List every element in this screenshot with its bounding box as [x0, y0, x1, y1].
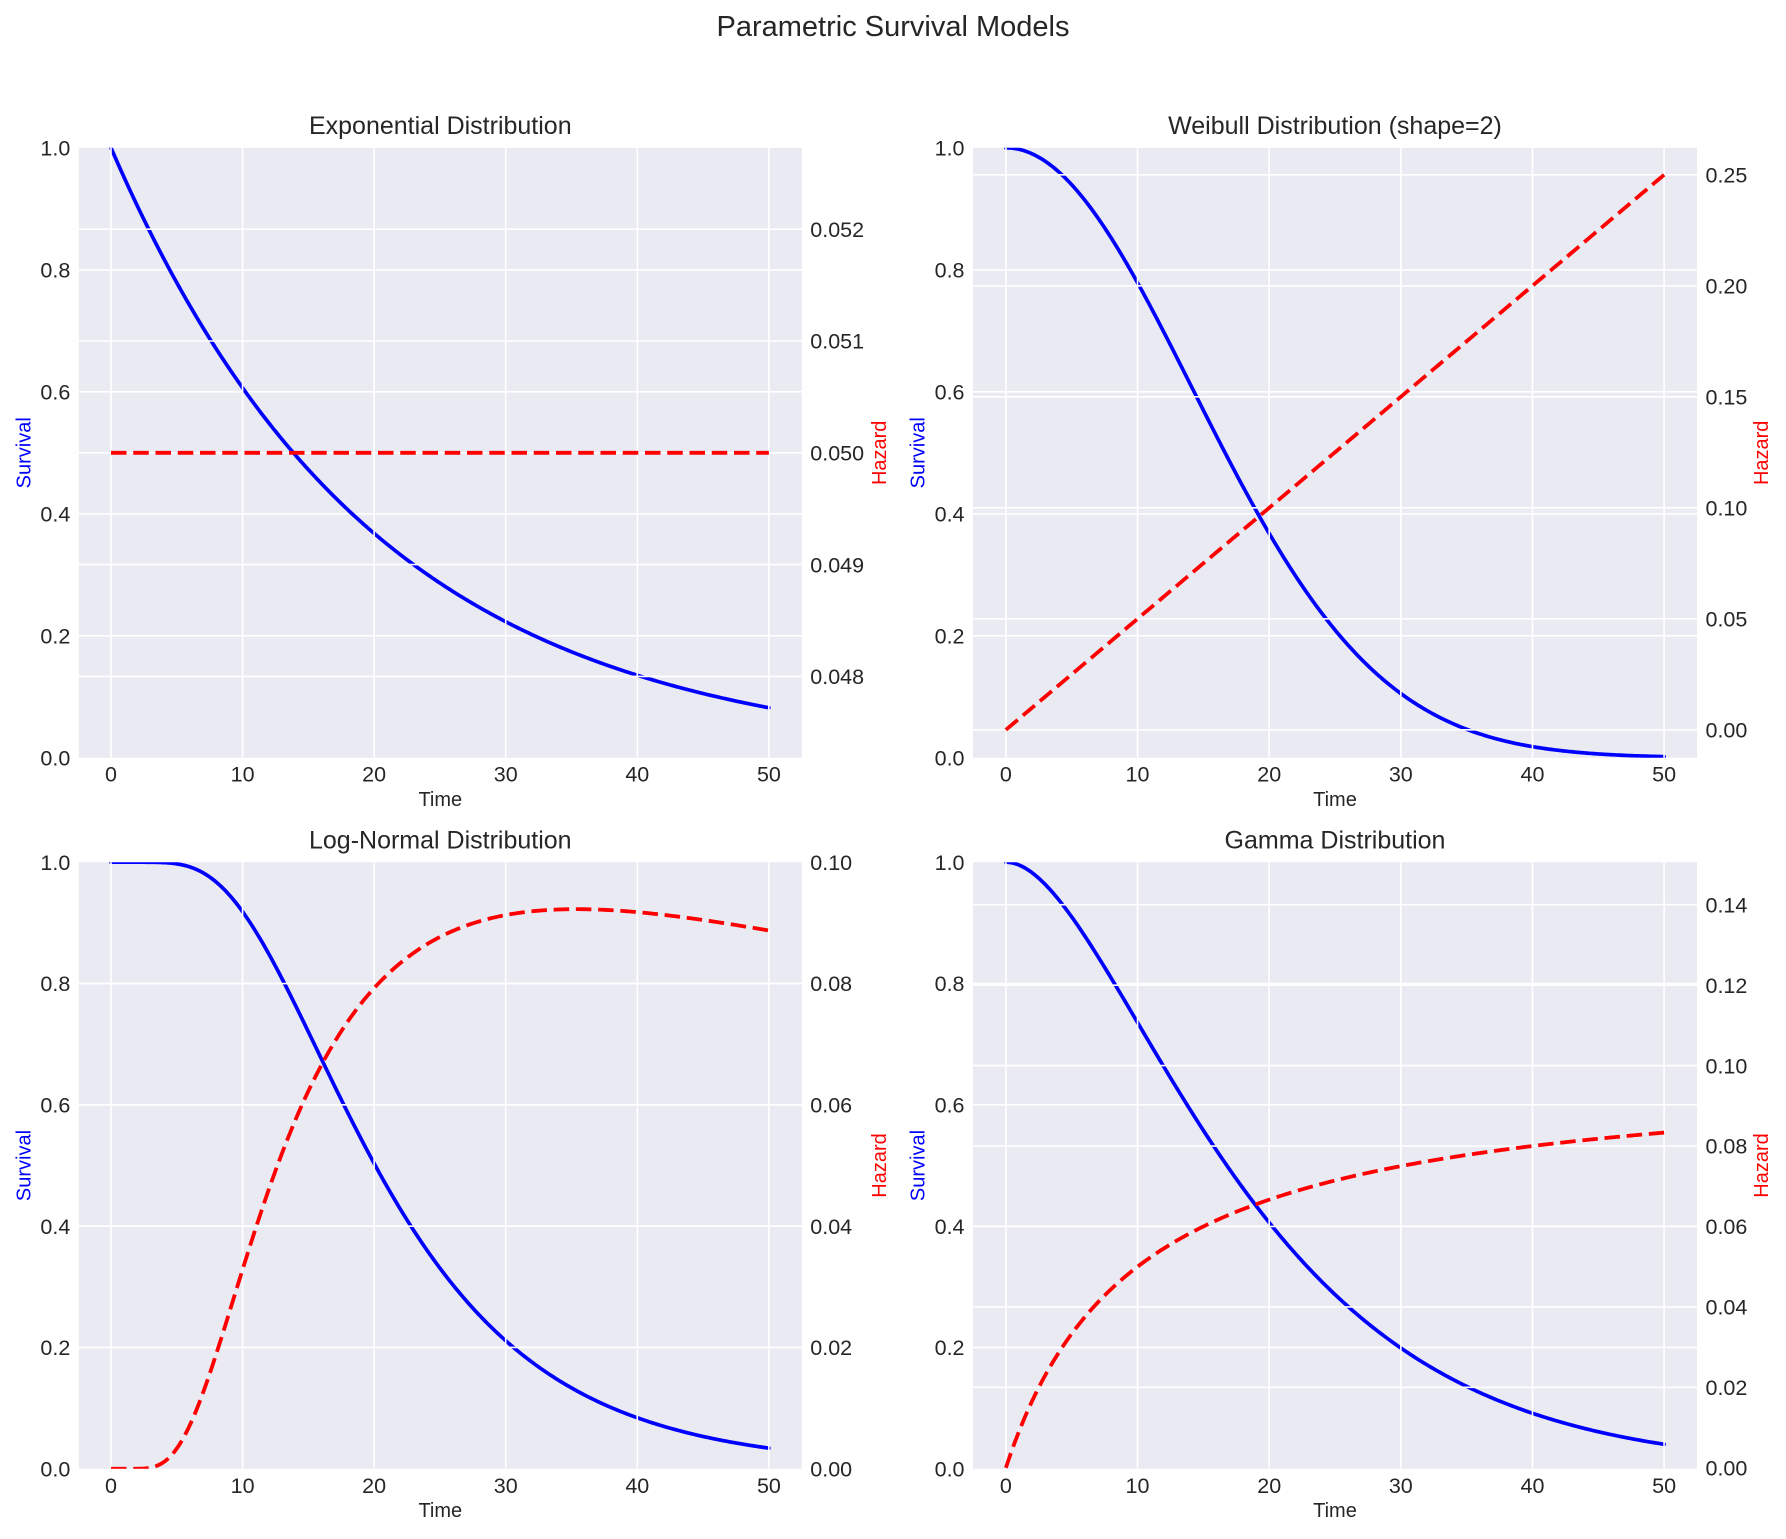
svg-text:50: 50: [757, 1474, 781, 1498]
svg-text:0: 0: [1000, 1474, 1012, 1498]
svg-text:Time: Time: [418, 1500, 462, 1522]
svg-text:20: 20: [362, 1474, 386, 1498]
svg-text:0.4: 0.4: [935, 503, 965, 527]
svg-text:0.8: 0.8: [935, 972, 965, 996]
svg-text:Hazard: Hazard: [869, 421, 891, 485]
svg-text:0.05: 0.05: [1706, 608, 1748, 632]
svg-text:1.0: 1.0: [40, 851, 70, 875]
svg-text:10: 10: [231, 762, 255, 786]
svg-text:0.6: 0.6: [935, 381, 965, 405]
svg-text:Parametric Survival Models: Parametric Survival Models: [717, 11, 1070, 43]
svg-text:40: 40: [1521, 1474, 1545, 1498]
svg-text:0.4: 0.4: [40, 503, 70, 527]
svg-text:Hazard: Hazard: [869, 1133, 891, 1197]
svg-text:0: 0: [1000, 762, 1012, 786]
svg-text:50: 50: [1652, 1474, 1676, 1498]
svg-text:0.00: 0.00: [810, 1458, 852, 1482]
svg-text:0.4: 0.4: [40, 1215, 70, 1239]
svg-text:Survival: Survival: [908, 417, 930, 488]
svg-text:0.4: 0.4: [935, 1215, 965, 1239]
svg-text:0.25: 0.25: [1706, 164, 1748, 188]
svg-text:40: 40: [625, 762, 649, 786]
svg-text:0: 0: [105, 1474, 117, 1498]
svg-text:0.12: 0.12: [1706, 974, 1748, 998]
svg-text:10: 10: [1126, 1474, 1150, 1498]
svg-text:0.08: 0.08: [810, 972, 852, 996]
svg-text:0.14: 0.14: [1706, 893, 1748, 917]
svg-text:0.02: 0.02: [1706, 1376, 1748, 1400]
svg-text:Survival: Survival: [14, 417, 36, 488]
svg-text:10: 10: [1126, 762, 1150, 786]
svg-text:0.052: 0.052: [810, 218, 864, 242]
svg-text:30: 30: [1389, 762, 1413, 786]
svg-text:Hazard: Hazard: [1751, 1133, 1773, 1197]
svg-text:0.10: 0.10: [810, 851, 852, 875]
svg-text:30: 30: [1389, 1474, 1413, 1498]
svg-text:Time: Time: [1313, 789, 1357, 811]
svg-text:0.051: 0.051: [810, 330, 864, 354]
svg-text:40: 40: [625, 1474, 649, 1498]
svg-text:0.04: 0.04: [810, 1215, 852, 1239]
svg-text:10: 10: [231, 1474, 255, 1498]
svg-text:0.0: 0.0: [40, 747, 70, 771]
svg-text:0: 0: [105, 762, 117, 786]
svg-text:0.0: 0.0: [935, 1458, 965, 1482]
svg-text:0.6: 0.6: [40, 1094, 70, 1118]
svg-text:Exponential Distribution: Exponential Distribution: [309, 112, 572, 140]
svg-text:Gamma Distribution: Gamma Distribution: [1225, 826, 1446, 854]
svg-text:0.04: 0.04: [1706, 1296, 1748, 1320]
svg-text:0.2: 0.2: [40, 625, 70, 649]
svg-text:20: 20: [1257, 1474, 1281, 1498]
svg-text:30: 30: [494, 762, 518, 786]
svg-text:1.0: 1.0: [935, 851, 965, 875]
svg-text:0.2: 0.2: [935, 1336, 965, 1360]
svg-text:0.2: 0.2: [935, 625, 965, 649]
svg-text:0.02: 0.02: [810, 1336, 852, 1360]
svg-text:0.6: 0.6: [40, 381, 70, 405]
svg-text:0.048: 0.048: [810, 665, 864, 689]
svg-text:20: 20: [362, 762, 386, 786]
svg-text:0.8: 0.8: [40, 259, 70, 283]
svg-text:Survival: Survival: [908, 1130, 930, 1201]
svg-text:50: 50: [757, 762, 781, 786]
svg-text:1.0: 1.0: [935, 137, 965, 161]
svg-text:0.20: 0.20: [1706, 275, 1748, 299]
svg-text:0.050: 0.050: [810, 442, 864, 466]
svg-text:0.0: 0.0: [935, 747, 965, 771]
svg-text:Hazard: Hazard: [1751, 421, 1773, 485]
svg-text:Time: Time: [1313, 1500, 1357, 1522]
svg-text:30: 30: [494, 1474, 518, 1498]
svg-text:Time: Time: [418, 789, 462, 811]
svg-text:0.10: 0.10: [1706, 497, 1748, 521]
svg-text:50: 50: [1652, 762, 1676, 786]
svg-text:0.06: 0.06: [810, 1094, 852, 1118]
svg-text:0.00: 0.00: [1706, 719, 1748, 743]
svg-text:0.08: 0.08: [1706, 1135, 1748, 1159]
svg-text:0.06: 0.06: [1706, 1215, 1748, 1239]
svg-text:Log-Normal Distribution: Log-Normal Distribution: [309, 826, 572, 854]
svg-text:0.10: 0.10: [1706, 1054, 1748, 1078]
svg-text:0.049: 0.049: [810, 553, 864, 577]
svg-text:0.6: 0.6: [935, 1094, 965, 1118]
svg-text:0.15: 0.15: [1706, 386, 1748, 410]
svg-text:0.00: 0.00: [1706, 1457, 1748, 1481]
svg-text:0.0: 0.0: [40, 1458, 70, 1482]
svg-text:40: 40: [1521, 762, 1545, 786]
svg-text:0.8: 0.8: [40, 972, 70, 996]
svg-text:1.0: 1.0: [40, 137, 70, 161]
svg-text:0.8: 0.8: [935, 259, 965, 283]
svg-text:20: 20: [1257, 762, 1281, 786]
svg-text:Survival: Survival: [14, 1130, 36, 1201]
svg-text:0.2: 0.2: [40, 1336, 70, 1360]
svg-text:Weibull Distribution (shape=2): Weibull Distribution (shape=2): [1168, 112, 1502, 140]
